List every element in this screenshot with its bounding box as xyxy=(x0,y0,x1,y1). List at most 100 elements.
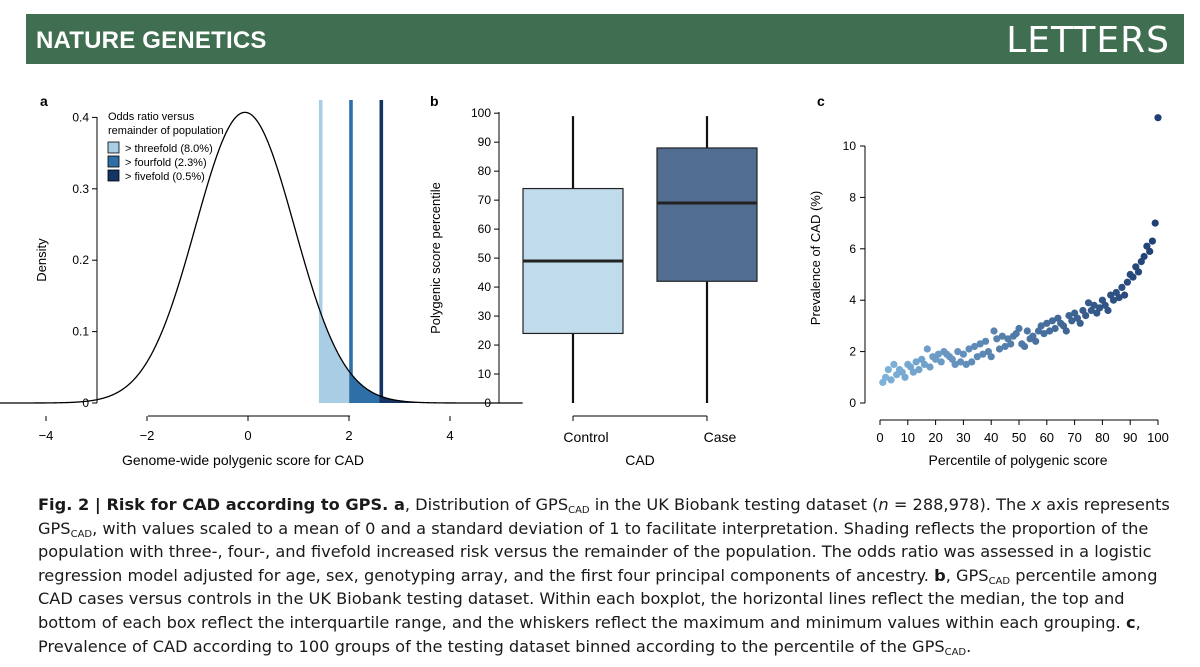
scatter-point xyxy=(887,376,895,384)
panel-c-label: c xyxy=(817,93,825,109)
scatter-point xyxy=(1043,319,1051,327)
scatter-point xyxy=(1001,342,1009,351)
b-y-tick-label: 10 xyxy=(478,367,492,381)
b-y-tick-label: 30 xyxy=(478,309,492,323)
c-x-tick-label: 20 xyxy=(928,430,942,445)
panel-b-boxplot: b 0 10 20 30 40 50 60 70 80 90 100 Control Case Pol… xyxy=(428,93,758,468)
c-y-tick-label: 8 xyxy=(849,190,856,204)
scatter-point xyxy=(995,345,1004,353)
b-y-tick-label: 20 xyxy=(478,338,492,352)
b-y-tick-label: 100 xyxy=(471,106,491,120)
scatter-point xyxy=(962,360,970,368)
box-case xyxy=(656,147,758,282)
scatter-point xyxy=(915,366,923,374)
scatter-point xyxy=(973,353,981,361)
caption-fig-number: Fig. 2 | xyxy=(38,495,107,514)
scatter-point xyxy=(1076,319,1084,327)
a-x-tick-label: 2 xyxy=(345,428,352,443)
scatter-point xyxy=(1118,283,1126,291)
a-y-axis-label: Density xyxy=(34,238,49,282)
scatter-point xyxy=(1123,278,1131,286)
figure-caption: Fig. 2 | Risk for CAD according to GPS. … xyxy=(38,493,1178,658)
scatter-point xyxy=(1048,317,1056,325)
c-y-tick-label: 6 xyxy=(849,242,856,256)
scatter-point xyxy=(970,342,979,351)
scatter-point xyxy=(1121,291,1129,299)
b-y-tick-label: 50 xyxy=(478,251,492,265)
scatter-point xyxy=(990,327,998,335)
b-y-tick-label: 90 xyxy=(478,135,492,149)
scatter-point xyxy=(1023,327,1031,335)
caption-italic: n xyxy=(878,495,889,514)
scatter-point xyxy=(993,335,1001,343)
caption-text: , Distribution of GPS xyxy=(404,495,569,514)
panel-b-label: b xyxy=(430,93,439,109)
scatter-point xyxy=(1051,324,1059,333)
scatter-point xyxy=(987,353,995,361)
tail-area-1 xyxy=(320,312,351,403)
c-x-tick-label: 10 xyxy=(901,430,915,445)
caption-a-label: a xyxy=(393,495,405,514)
journal-banner xyxy=(26,14,1184,64)
legend-swatch xyxy=(107,169,120,182)
scatter-point xyxy=(965,345,973,353)
c-y-tick-label: 2 xyxy=(849,345,856,359)
scatter-point xyxy=(1146,247,1154,255)
journal-name: NATURE GENETICS xyxy=(36,27,267,54)
a-y-tick-label: 0.1 xyxy=(72,325,89,339)
caption-sub: CAD xyxy=(70,528,93,540)
b-y-tick-label: 60 xyxy=(478,222,492,236)
scatter-point xyxy=(920,360,929,368)
b-y-tick-label: 80 xyxy=(478,164,492,178)
caption-sub: CAD xyxy=(568,505,590,516)
caption-text: = 288,978). The xyxy=(888,495,1032,514)
legend-title-line1: Odds ratio versus xyxy=(108,111,195,123)
caption-title: Risk for CAD according to GPS. xyxy=(106,495,394,514)
legend-label: > threefold (8.0%) xyxy=(125,143,213,155)
scatter-point xyxy=(1151,219,1159,227)
a-x-tick-label: −4 xyxy=(39,428,54,443)
legend-swatch xyxy=(107,155,120,168)
b-x-axis-label: CAD xyxy=(625,452,655,468)
a-x-axis-label: Genome-wide polygenic score for CAD xyxy=(122,452,364,468)
scatter-point xyxy=(1062,327,1070,335)
scatter-point xyxy=(979,350,987,358)
legend-title-line2: remainder of population xyxy=(108,125,224,137)
c-x-tick-label: 50 xyxy=(1012,430,1026,445)
scatter-point xyxy=(1090,301,1098,309)
panel-c-scatter: c 0 2 4 6 8 10 0 10 20 30 40 50 60 70 80 90 100 Prevale… xyxy=(808,93,1169,468)
scatter-point xyxy=(1109,296,1118,304)
scatter-point xyxy=(890,360,898,368)
scatter-point xyxy=(1007,340,1015,348)
c-x-tick-label: 90 xyxy=(1123,430,1137,445)
caption-sub: CAD xyxy=(988,575,1011,587)
c-y-axis-label: Prevalence of CAD (%) xyxy=(808,191,823,325)
scatter-point xyxy=(1082,312,1090,320)
b-y-tick-label: 40 xyxy=(478,280,492,294)
caption-c-label: c xyxy=(1125,612,1136,632)
c-x-tick-label: 80 xyxy=(1095,430,1109,445)
scatter-point xyxy=(937,358,945,366)
legend-swatch xyxy=(107,141,120,154)
scatter-point xyxy=(1046,327,1054,335)
scatter-point xyxy=(1021,342,1029,351)
scatter-point xyxy=(1129,273,1137,281)
scatter-point xyxy=(1096,304,1104,312)
caption-text: in the UK Biobank testing dataset ( xyxy=(589,495,879,514)
scatter-point xyxy=(1134,268,1143,276)
scatter-point xyxy=(951,360,959,368)
density-curve xyxy=(0,111,523,404)
scatter-point xyxy=(1068,317,1076,325)
scatter-point xyxy=(934,350,943,358)
a-y-tick-label: 0.2 xyxy=(72,253,89,267)
scatter-point xyxy=(884,366,892,374)
caption-text: percentile among CAD cases versus contro… xyxy=(38,565,1158,632)
tail-area-2 xyxy=(351,373,382,403)
scatter-point xyxy=(1032,337,1040,345)
caption-text: , with values scaled to a mean of 0 and … xyxy=(38,518,1152,585)
caption-italic: x xyxy=(1031,495,1041,514)
scatter-point xyxy=(998,332,1006,340)
scatter-point xyxy=(1115,294,1123,302)
caption-text: axis represents GPS xyxy=(38,495,1170,538)
